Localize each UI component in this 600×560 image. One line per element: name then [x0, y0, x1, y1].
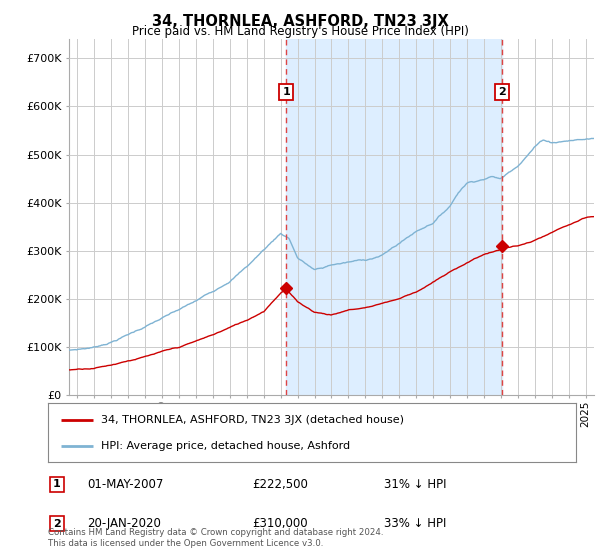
Text: 31% ↓ HPI: 31% ↓ HPI	[384, 478, 446, 491]
Text: 34, THORNLEA, ASHFORD, TN23 3JX (detached house): 34, THORNLEA, ASHFORD, TN23 3JX (detache…	[101, 414, 404, 424]
Text: 2: 2	[498, 87, 506, 97]
Bar	[286, 39, 502, 395]
Text: Price paid vs. HM Land Registry's House Price Index (HPI): Price paid vs. HM Land Registry's House …	[131, 25, 469, 38]
Text: 1: 1	[53, 479, 61, 489]
Text: 2: 2	[53, 519, 61, 529]
Text: 20-JAN-2020: 20-JAN-2020	[87, 517, 161, 530]
Text: Contains HM Land Registry data © Crown copyright and database right 2024.
This d: Contains HM Land Registry data © Crown c…	[48, 528, 383, 548]
Text: £310,000: £310,000	[252, 517, 308, 530]
Text: 33% ↓ HPI: 33% ↓ HPI	[384, 517, 446, 530]
Text: £222,500: £222,500	[252, 478, 308, 491]
Text: HPI: Average price, detached house, Ashford: HPI: Average price, detached house, Ashf…	[101, 441, 350, 451]
Text: 34, THORNLEA, ASHFORD, TN23 3JX: 34, THORNLEA, ASHFORD, TN23 3JX	[152, 14, 448, 29]
Text: 1: 1	[283, 87, 290, 97]
Text: 01-MAY-2007: 01-MAY-2007	[87, 478, 163, 491]
